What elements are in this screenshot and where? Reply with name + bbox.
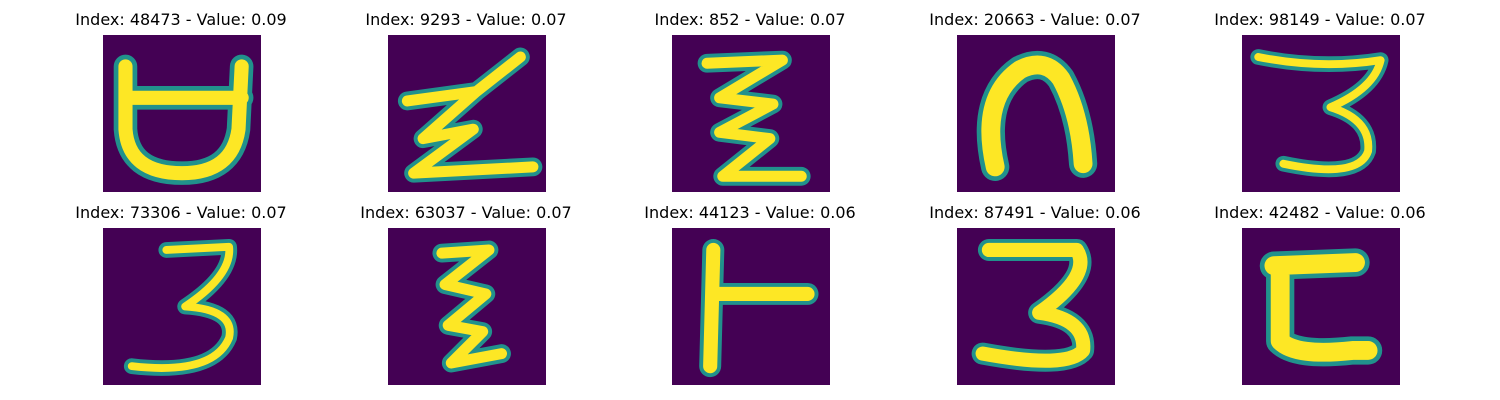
digit-image [103,35,261,192]
panel-87491: Index: 87491 - Value: 0.06 [885,205,1185,398]
panel-73306: Index: 73306 - Value: 0.07 [31,205,331,398]
panel-48473: Index: 48473 - Value: 0.09 [31,12,331,205]
panel-9293: Index: 9293 - Value: 0.07 [316,12,616,205]
panel-title: Index: 44123 - Value: 0.06 [644,203,856,222]
panel-63037: Index: 63037 - Value: 0.07 [316,205,616,398]
digit-image [388,228,546,385]
panel-98149: Index: 98149 - Value: 0.07 [1170,12,1470,205]
panel-title: Index: 42482 - Value: 0.06 [1214,203,1426,222]
panel-title: Index: 63037 - Value: 0.07 [360,203,572,222]
panel-title: Index: 852 - Value: 0.07 [654,10,846,29]
digit-shape-9293 [397,47,543,183]
digit-shape-852 [697,50,811,186]
panel-title: Index: 98149 - Value: 0.07 [1214,10,1426,29]
panel-title: Index: 9293 - Value: 0.07 [365,10,567,29]
panel-title: Index: 48473 - Value: 0.09 [75,10,287,29]
digit-image [1242,228,1400,385]
digit-image [388,35,546,192]
panel-title: Index: 87491 - Value: 0.06 [929,203,1141,222]
panel-title: Index: 73306 - Value: 0.07 [75,203,287,222]
digit-image [957,35,1115,192]
digit-shape-87491 [971,238,1095,372]
panel-42482: Index: 42482 - Value: 0.06 [1170,205,1470,398]
panel-852: Index: 852 - Value: 0.07 [600,12,900,205]
digit-shape-98149 [1250,49,1389,178]
digit-shape-48473 [113,54,254,185]
digit-image [957,228,1115,385]
panel-44123: Index: 44123 - Value: 0.06 [600,205,900,398]
digit-shape-20663 [976,50,1098,182]
panel-20663: Index: 20663 - Value: 0.07 [885,12,1185,205]
digit-shape-73306 [123,238,238,376]
digit-image [672,35,830,192]
digit-shape-63037 [432,240,511,373]
panel-title: Index: 20663 - Value: 0.07 [929,10,1141,29]
digit-shape-44123 [699,238,819,378]
digit-image [672,228,830,385]
digit-image [1242,35,1400,192]
digit-image [103,228,261,385]
digit-shape-42482 [1259,248,1383,367]
